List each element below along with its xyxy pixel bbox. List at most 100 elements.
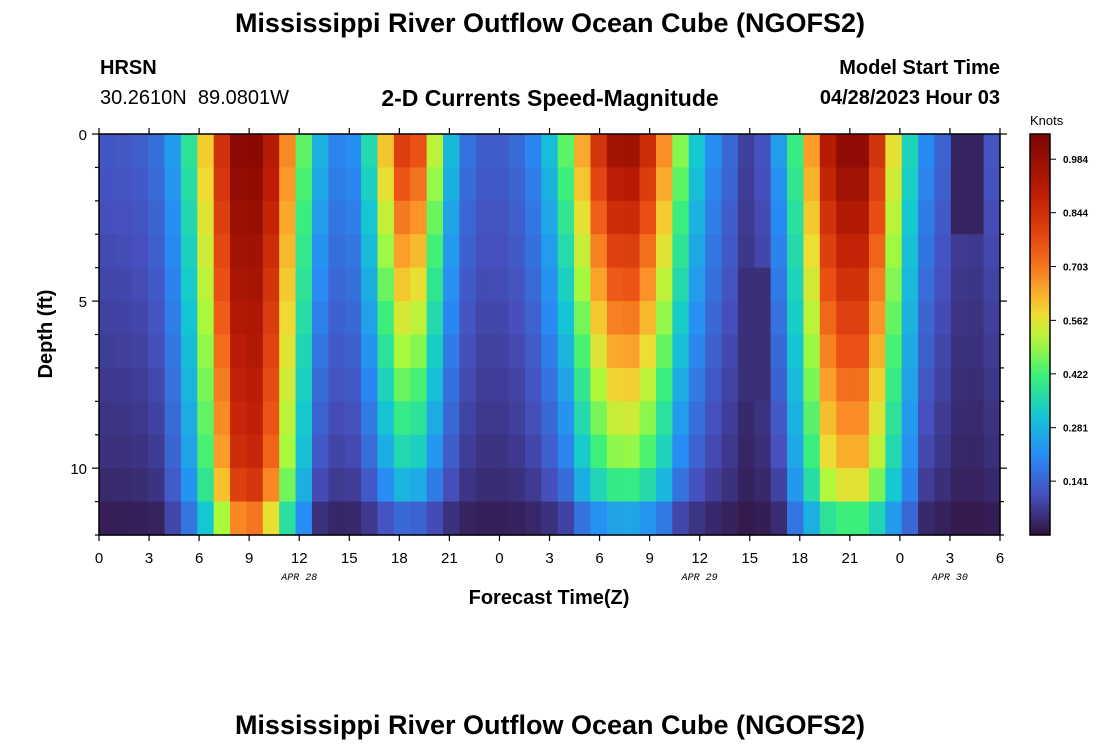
heatmap-cell [672,267,690,302]
heatmap-cell [950,167,968,202]
heatmap-cell [311,301,329,336]
heatmap-cell [737,200,755,235]
heatmap-cell [688,367,706,402]
heatmap-cell [803,267,821,302]
heatmap-cell [639,401,657,436]
heatmap-cell [950,501,968,536]
heatmap-cell [180,367,198,402]
colorbar-tick-label: 0.844 [1063,209,1088,220]
heatmap-cell [279,501,297,536]
heatmap-cell [819,468,837,503]
heatmap-cell [443,367,460,402]
heatmap-cell [131,234,149,269]
heatmap-cell [180,167,198,202]
heatmap-cell [557,200,575,235]
heatmap-cell [705,468,723,503]
heatmap-cell [705,301,723,336]
heatmap-cell [246,401,264,436]
heatmap-cell [688,134,706,169]
heatmap-cell [737,434,755,469]
heatmap-cell [557,401,575,436]
heatmap-cell [180,234,198,269]
heatmap-cell [230,234,248,269]
heatmap-cell [279,334,297,369]
heatmap-cell [885,267,903,302]
heatmap-cell [459,167,477,202]
heatmap-cell [443,234,460,269]
heatmap-cell [852,468,870,503]
heatmap-cell [655,434,673,469]
heatmap-cell [918,434,936,469]
heatmap-cell [475,301,493,336]
heatmap-cell [950,401,968,436]
x-tick-label: 3 [145,550,153,567]
x-axis: 0 3 6 9 12 15 18 21 0 3 6 9 12 15 18 21 0 3 6 APR 28 APR 29 A… [95,128,1004,584]
heatmap-cell [115,501,133,536]
heatmap-cell [655,200,673,235]
heatmap-cell [688,501,706,536]
x-tick-label: 15 [341,550,358,567]
heatmap-cell [655,468,673,503]
heatmap-cell [819,167,837,202]
heatmap-cell [983,234,1001,269]
heatmap-cell [770,301,788,336]
heatmap-cell [787,167,805,202]
heatmap-cell [672,401,690,436]
heatmap-cell [918,267,936,302]
heatmap-cell [967,134,985,169]
heatmap-cell [524,334,542,369]
heatmap-cell [754,234,772,269]
heatmap-cell [213,367,231,402]
heatmap-cell [967,200,985,235]
heatmap-cell [164,501,182,536]
heatmap-cell [737,134,755,169]
heatmap-cell [688,434,706,469]
heatmap-cell [901,401,919,436]
heatmap-cell [918,234,936,269]
heatmap-cell [836,200,854,235]
heatmap-cell [328,267,346,302]
heatmap-cell [164,267,182,302]
heatmap-cell [868,234,886,269]
heatmap-cell [787,367,805,402]
heatmap-cell [295,434,313,469]
heatmap-cell [246,367,264,402]
y-tick-label: 5 [79,294,87,311]
heatmap-cell [180,200,198,235]
heatmap-cell [508,367,526,402]
heatmap-cell [213,167,231,202]
heatmap-cell [393,134,411,169]
heatmap-cell [721,134,739,169]
heatmap-cell [934,134,952,169]
colorbar-tick-label: 0.422 [1063,370,1088,381]
heatmap-cell [279,367,297,402]
heatmap-cell [443,134,460,169]
heatmap-cell [852,134,870,169]
heatmap-cell [885,234,903,269]
heatmap-cell [803,468,821,503]
heatmap-cell [213,301,231,336]
heatmap-cell [508,200,526,235]
heatmap-cell [344,167,362,202]
heatmap-cell [426,367,444,402]
heatmap-cell [754,468,772,503]
heatmap-cell [443,167,460,202]
heatmap-cell [524,367,542,402]
heatmap-cell [918,334,936,369]
x-tick-label: 0 [896,550,904,567]
heatmap-cell [377,267,395,302]
heatmap-cell [950,468,968,503]
heatmap-cell [705,334,723,369]
heatmap-cell [737,267,755,302]
heatmap-cell [99,200,116,235]
x-tick-label: 0 [495,550,503,567]
heatmap-cell [262,334,280,369]
heatmap-cell [721,167,739,202]
heatmap-cell [377,468,395,503]
heatmap-cell [950,200,968,235]
heatmap-cell [803,301,821,336]
heatmap-cell [770,501,788,536]
heatmap-cell [705,167,723,202]
heatmap-cell [737,234,755,269]
